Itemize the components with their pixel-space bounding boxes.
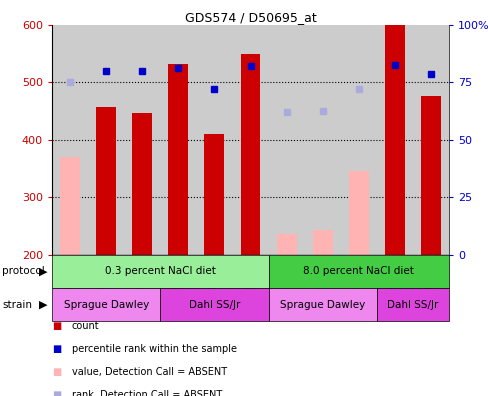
Bar <box>312 230 332 255</box>
Bar <box>276 234 296 255</box>
Text: ■: ■ <box>52 344 61 354</box>
Bar <box>348 171 368 255</box>
Text: Dahl SS/Jr: Dahl SS/Jr <box>188 299 240 310</box>
Text: Sprague Dawley: Sprague Dawley <box>63 299 148 310</box>
Bar <box>168 63 188 255</box>
Text: rank, Detection Call = ABSENT: rank, Detection Call = ABSENT <box>71 390 222 396</box>
Text: 8.0 percent NaCl diet: 8.0 percent NaCl diet <box>303 267 413 276</box>
Bar <box>376 288 448 321</box>
Text: ■: ■ <box>52 390 61 396</box>
Text: percentile rank within the sample: percentile rank within the sample <box>71 344 236 354</box>
Bar <box>160 288 268 321</box>
Bar <box>52 288 160 321</box>
Bar <box>240 54 260 255</box>
Bar <box>420 96 440 255</box>
Bar <box>132 113 152 255</box>
Text: value, Detection Call = ABSENT: value, Detection Call = ABSENT <box>71 367 226 377</box>
Text: 0.3 percent NaCl diet: 0.3 percent NaCl diet <box>104 267 215 276</box>
Text: protocol: protocol <box>2 267 45 276</box>
Bar <box>268 255 448 288</box>
Text: ■: ■ <box>52 367 61 377</box>
Text: count: count <box>71 321 99 331</box>
Bar <box>96 107 116 255</box>
Bar <box>384 25 404 255</box>
Text: Dahl SS/Jr: Dahl SS/Jr <box>386 299 438 310</box>
Text: ▶: ▶ <box>39 299 47 310</box>
Text: Sprague Dawley: Sprague Dawley <box>280 299 365 310</box>
Text: strain: strain <box>2 299 32 310</box>
Bar <box>268 288 376 321</box>
Text: ■: ■ <box>52 321 61 331</box>
Bar <box>204 134 224 255</box>
Text: ▶: ▶ <box>39 267 47 276</box>
Title: GDS574 / D50695_at: GDS574 / D50695_at <box>184 11 316 24</box>
Bar <box>52 255 268 288</box>
Bar <box>60 157 80 255</box>
